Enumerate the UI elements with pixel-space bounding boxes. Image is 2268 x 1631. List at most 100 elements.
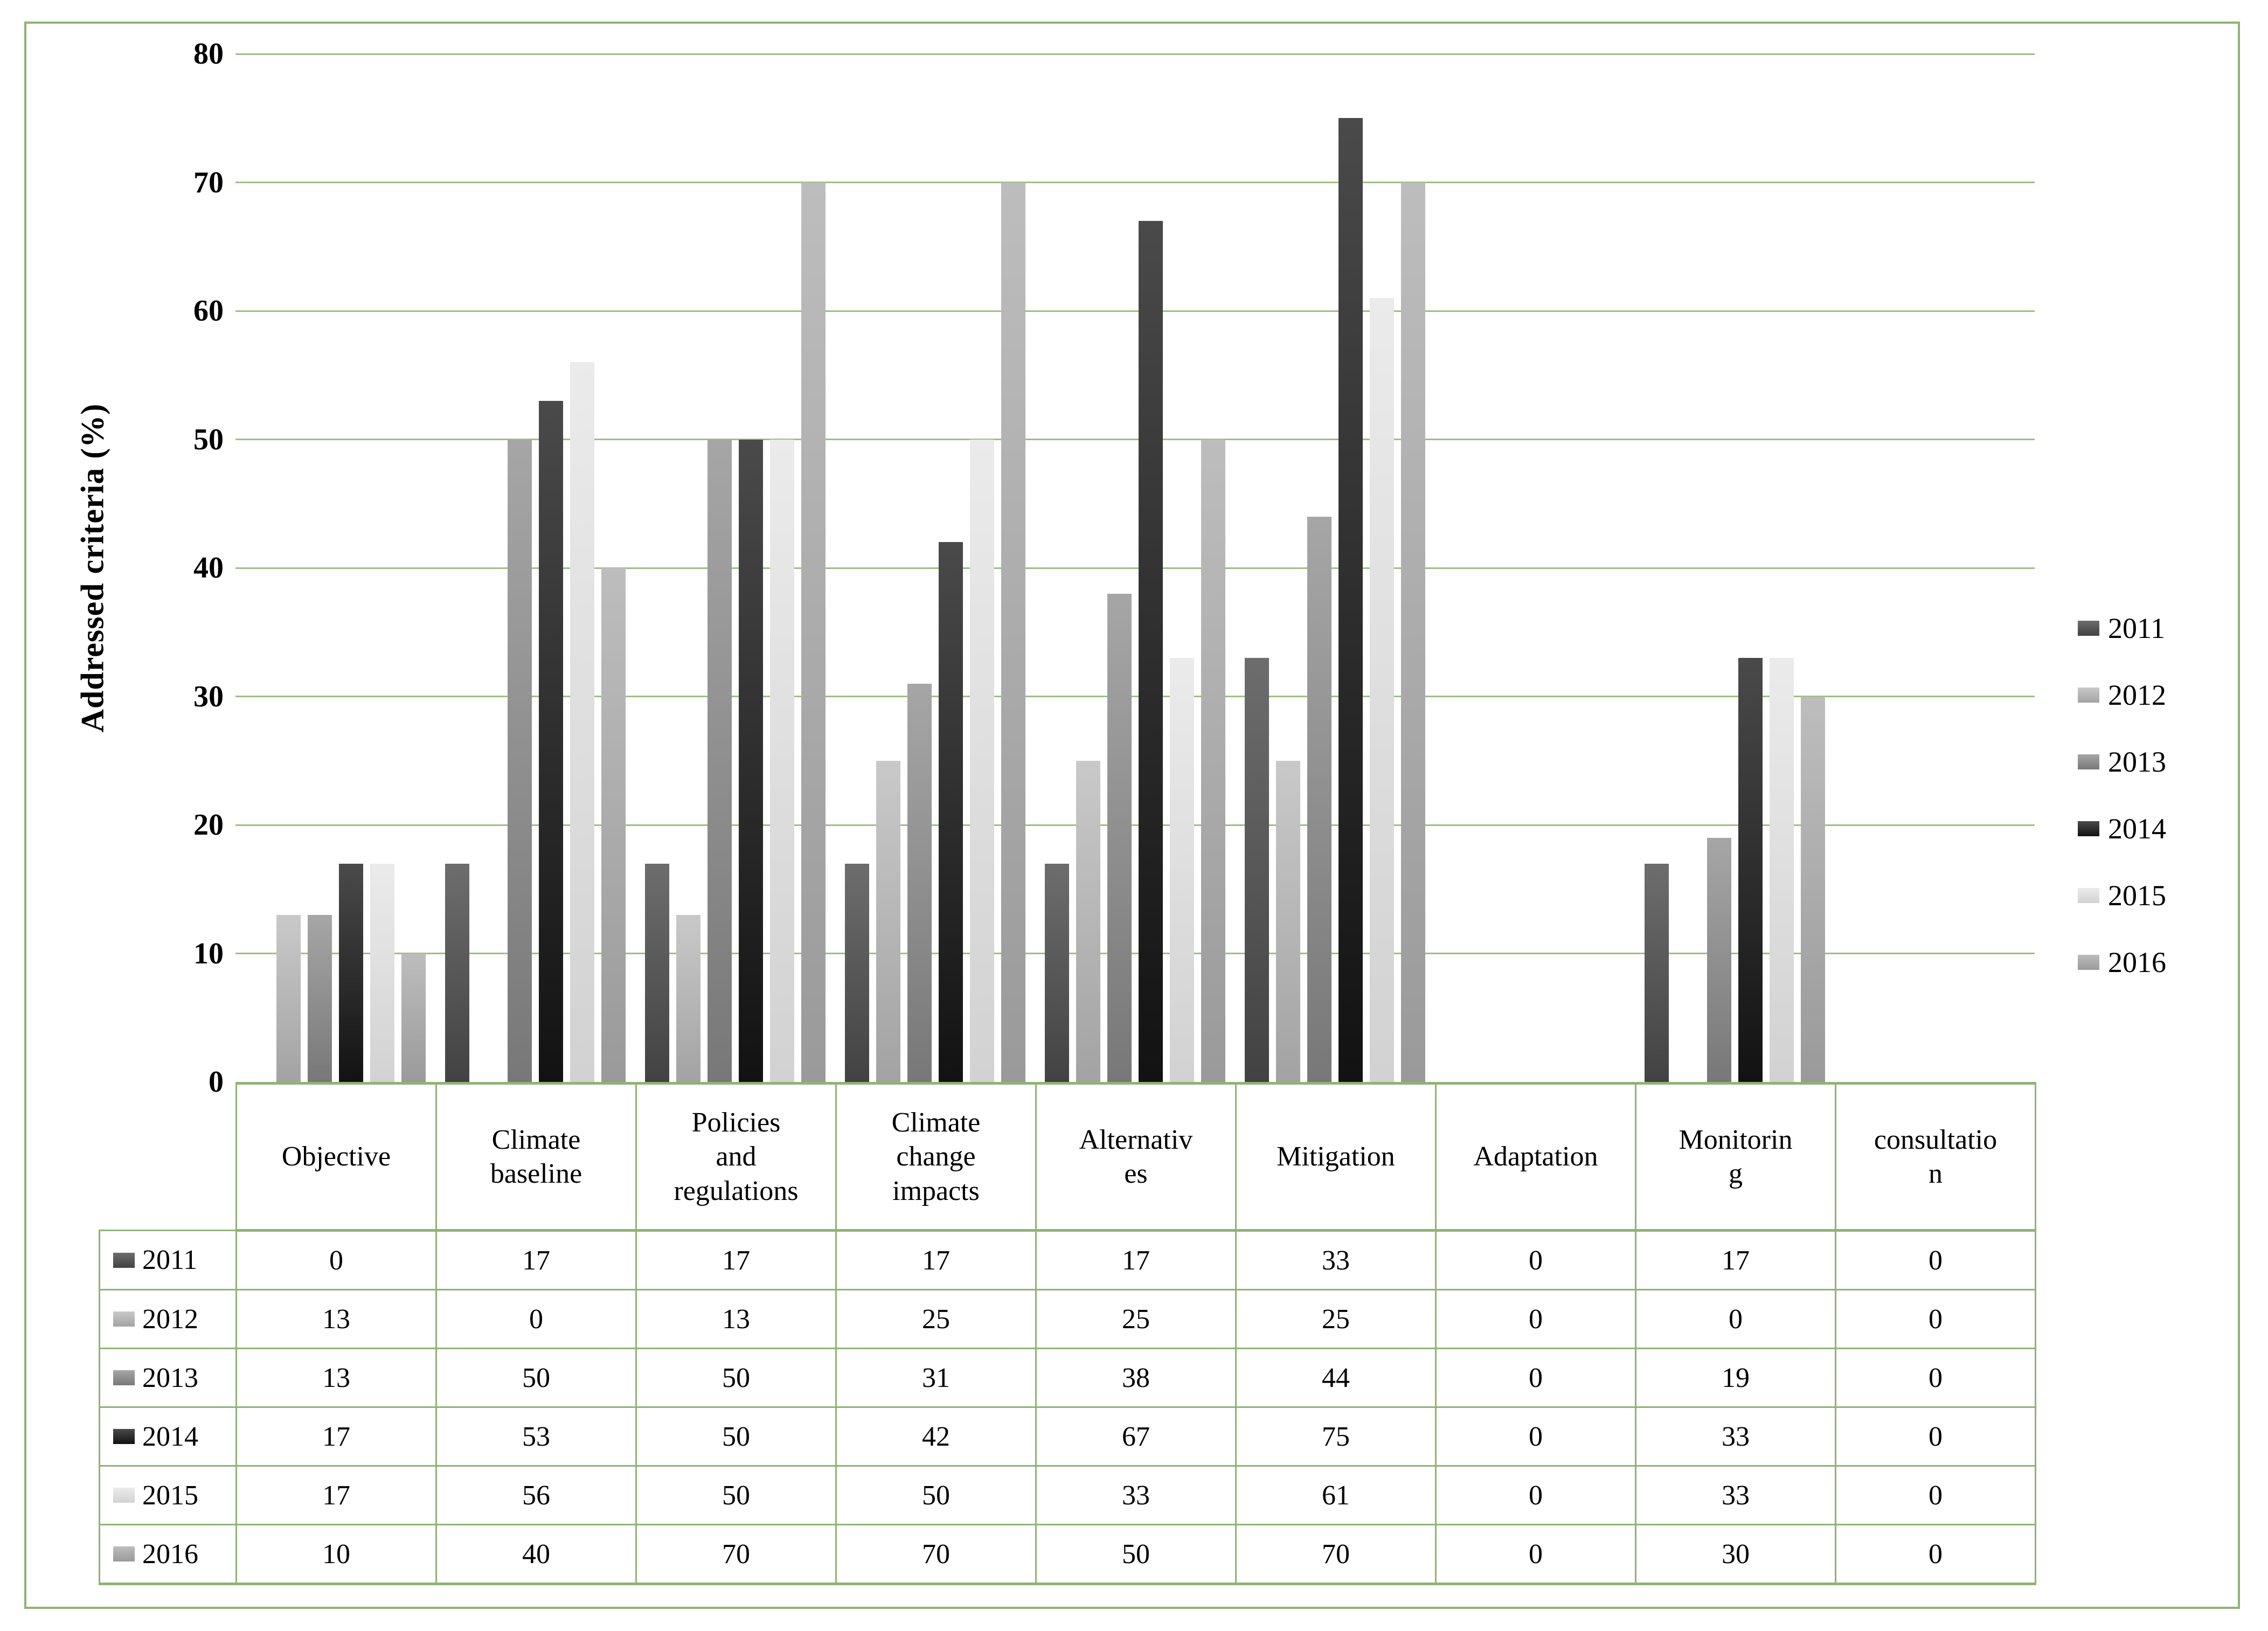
table-header-row: Objective Climate baseline Policies and re…	[100, 1082, 2036, 1232]
category-header-policies-and-regulations: Policies and regulations	[635, 1082, 837, 1232]
category-header-adaptation: Adaptation	[1435, 1082, 1636, 1232]
row-label-2011: 2011	[99, 1230, 237, 1290]
value-2013-monitoring: 19	[1635, 1348, 1836, 1408]
category-header-monitoring: Monitorin g	[1635, 1082, 1836, 1232]
y-tick-label-60: 60	[193, 294, 224, 328]
value-2016-climate-change-impacts: 70	[835, 1524, 1037, 1585]
value-2016-objective: 10	[235, 1524, 437, 1585]
value-2016-climate-baseline: 40	[435, 1524, 637, 1585]
bar-2013-1	[308, 914, 332, 1082]
value-2015-adaptation: 0	[1435, 1465, 1636, 1525]
bar-2016-8	[1801, 696, 1825, 1082]
bar-2016-1	[401, 953, 426, 1082]
row-year-2011: 2011	[142, 1245, 198, 1275]
value-2012-climate-change-impacts: 25	[835, 1289, 1037, 1349]
gridline-30	[235, 696, 2035, 697]
bar-group-adaptation	[1435, 54, 1635, 1082]
bar-2015-1	[370, 863, 394, 1082]
value-2015-consultation: 0	[1835, 1465, 2036, 1525]
bar-group-objective	[235, 54, 435, 1082]
category-header-alternatives: Alternativ es	[1035, 1082, 1237, 1232]
legend-item-2013: 2013	[2078, 745, 2166, 779]
bar-2015-2	[570, 362, 594, 1082]
figure-border	[24, 22, 2240, 1609]
bar-2014-4	[939, 542, 963, 1082]
row-label-content-2011: 2011	[100, 1244, 235, 1276]
value-2014-alternatives: 67	[1035, 1406, 1237, 1467]
row-year-2014: 2014	[142, 1421, 198, 1452]
value-2011-climate-baseline: 17	[435, 1230, 637, 1290]
value-2011-policies-and-regulations: 17	[635, 1230, 837, 1290]
value-2013-climate-baseline: 50	[435, 1348, 637, 1408]
value-2013-alternatives: 38	[1035, 1348, 1237, 1408]
value-2014-adaptation: 0	[1435, 1406, 1636, 1467]
row-year-2015: 2015	[142, 1480, 198, 1511]
legend-label-2013: 2013	[2108, 746, 2166, 778]
value-2011-consultation: 0	[1835, 1230, 2036, 1290]
value-2013-consultation: 0	[1835, 1348, 2036, 1408]
bar-2012-5	[1076, 760, 1100, 1082]
row-label-content-2012: 2012	[100, 1303, 235, 1335]
row-label-2012: 2012	[99, 1289, 237, 1349]
row-year-2012: 2012	[142, 1303, 198, 1335]
value-2014-objective: 17	[235, 1406, 437, 1467]
bar-2013-4	[907, 683, 932, 1082]
value-2012-climate-baseline: 0	[435, 1289, 637, 1349]
legend-swatch-2016	[2078, 955, 2099, 970]
row-year-2016: 2016	[142, 1538, 198, 1570]
bar-2013-2	[508, 439, 532, 1082]
bar-2014-2	[539, 401, 563, 1082]
bar-group-alternatives	[1035, 54, 1235, 1082]
bar-2016-4	[1001, 182, 1025, 1082]
value-2011-adaptation: 0	[1435, 1230, 1636, 1290]
category-header-climate-change-impacts: Climate change impacts	[835, 1082, 1037, 1232]
bar-2014-5	[1139, 221, 1163, 1082]
row-label-2013: 2013	[99, 1348, 237, 1408]
value-2014-policies-and-regulations: 50	[635, 1406, 837, 1467]
bar-2012-6	[1276, 760, 1300, 1082]
row-swatch-2011	[113, 1252, 135, 1268]
value-2012-monitoring: 0	[1635, 1289, 1836, 1349]
bar-group-climate-baseline	[435, 54, 635, 1082]
row-label-2015: 2015	[99, 1465, 237, 1525]
legend-item-2014: 2014	[2078, 812, 2166, 845]
value-2012-adaptation: 0	[1435, 1289, 1636, 1349]
bar-2011-5	[1045, 863, 1069, 1082]
bar-group-climate-change-impacts	[835, 54, 1035, 1082]
value-2016-adaptation: 0	[1435, 1524, 1636, 1585]
row-label-content-2013: 2013	[100, 1362, 235, 1394]
value-2013-climate-change-impacts: 31	[835, 1348, 1037, 1408]
legend-swatch-2013	[2078, 754, 2099, 769]
category-header-mitigation: Mitigation	[1235, 1082, 1437, 1232]
table-row-2014: 2014 17 53 50 42 67 75 0 33 0	[99, 1406, 2036, 1467]
bar-2011-3	[645, 863, 669, 1082]
row-swatch-2012	[113, 1311, 135, 1327]
plot-area	[235, 53, 2035, 1082]
category-header-objective: Objective	[235, 1082, 437, 1232]
y-tick-label-40: 40	[193, 551, 224, 585]
value-2014-climate-change-impacts: 42	[835, 1406, 1037, 1467]
value-2015-climate-change-impacts: 50	[835, 1465, 1037, 1525]
value-2016-policies-and-regulations: 70	[635, 1524, 837, 1585]
table-row-2016: 2016 10 40 70 70 50 70 0 30 0	[99, 1524, 2036, 1585]
bar-2015-3	[770, 439, 794, 1082]
gridline-20	[235, 824, 2035, 826]
bar-2013-6	[1307, 516, 1331, 1082]
value-2013-policies-and-regulations: 50	[635, 1348, 837, 1408]
category-header-consultation: consultatio n	[1835, 1082, 2036, 1232]
value-2015-climate-baseline: 56	[435, 1465, 637, 1525]
gridline-10	[235, 953, 2035, 954]
data-table: Objective Climate baseline Policies and re…	[99, 1082, 2036, 1585]
row-label-content-2015: 2015	[100, 1480, 235, 1511]
bar-2011-2	[445, 863, 469, 1082]
bar-2014-1	[339, 863, 363, 1082]
bar-2012-4	[876, 760, 900, 1082]
bar-2015-8	[1770, 658, 1794, 1082]
value-2013-mitigation: 44	[1235, 1348, 1437, 1408]
value-2015-monitoring: 33	[1635, 1465, 1836, 1525]
bar-2012-3	[676, 914, 700, 1082]
bar-group-consultation	[1835, 54, 2035, 1082]
legend-swatch-2014	[2078, 821, 2099, 836]
bar-2016-3	[801, 182, 826, 1082]
row-label-2016: 2016	[99, 1524, 237, 1585]
